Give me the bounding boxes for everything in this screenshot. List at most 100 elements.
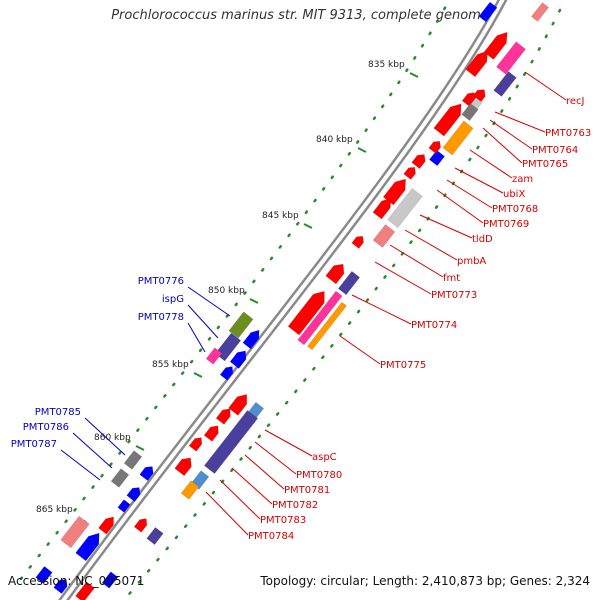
- gene-label-forward[interactable]: PMT0764: [532, 145, 578, 156]
- gene-label-forward[interactable]: PMT0780: [296, 470, 342, 481]
- gene-label-forward[interactable]: pmbA: [457, 256, 486, 267]
- tick-label: 835 kbp: [368, 60, 405, 70]
- gene-feature[interactable]: [465, 47, 493, 78]
- gene-feature[interactable]: [242, 327, 263, 350]
- gene-feature[interactable]: [229, 348, 250, 369]
- gene-feature[interactable]: [337, 270, 361, 296]
- label-leader: [489, 119, 533, 150]
- gene-feature[interactable]: [203, 410, 259, 474]
- label-leader: [60, 449, 101, 481]
- label-leader: [404, 229, 458, 261]
- gene-label-forward[interactable]: recJ: [566, 96, 585, 107]
- gene-feature[interactable]: [117, 499, 131, 513]
- gene-feature[interactable]: [351, 234, 366, 249]
- gene-feature[interactable]: [325, 260, 349, 285]
- label-leader: [205, 491, 249, 536]
- gene-labels: recJ PMT0763 PMT0764 PMT0765 zam ubiX PMT0768 P…: [11, 96, 591, 542]
- gene-feature[interactable]: [403, 165, 418, 180]
- guide-dots: [18, 0, 562, 600]
- tick-mark: [357, 147, 367, 153]
- gene-feature[interactable]: [174, 454, 196, 477]
- gene-feature[interactable]: [215, 406, 234, 425]
- gene-label-forward[interactable]: zam: [512, 174, 533, 185]
- gene-feature[interactable]: [101, 571, 119, 589]
- gene-feature[interactable]: [372, 195, 395, 220]
- gene-label-reverse[interactable]: ispG: [162, 294, 184, 305]
- gene-feature[interactable]: [461, 90, 478, 107]
- gene-label-forward[interactable]: PMT0768: [492, 204, 538, 215]
- gene-label-forward[interactable]: PMT0773: [431, 290, 477, 301]
- tick-label: 865 kbp: [36, 505, 73, 515]
- label-leader: [219, 479, 261, 520]
- genes: [35, 1, 550, 600]
- gene-feature[interactable]: [205, 347, 223, 365]
- gene-label-forward[interactable]: PMT0769: [483, 219, 529, 230]
- gene-feature[interactable]: [203, 423, 222, 442]
- gene-feature[interactable]: [75, 529, 105, 562]
- label-leaders: [60, 71, 567, 536]
- gene-feature[interactable]: [428, 139, 443, 154]
- gene-feature[interactable]: [483, 28, 512, 60]
- gene-label-forward[interactable]: PMT0784: [248, 531, 294, 542]
- label-leader: [231, 467, 273, 505]
- label-leader: [339, 335, 381, 365]
- topology-summary: Topology: circular; Length: 2,410,873 bp…: [260, 574, 590, 588]
- gene-label-forward[interactable]: aspC: [312, 452, 337, 463]
- gene-feature[interactable]: [214, 332, 242, 362]
- gene-feature[interactable]: [60, 515, 90, 549]
- gene-feature[interactable]: [53, 576, 70, 594]
- gene-feature[interactable]: [75, 581, 95, 600]
- tick-mark: [249, 298, 259, 304]
- gene-feature[interactable]: [478, 1, 498, 23]
- gene-label-forward[interactable]: PMT0774: [411, 320, 457, 331]
- gene-feature[interactable]: [387, 187, 423, 229]
- gene-feature[interactable]: [287, 287, 330, 336]
- gene-label-reverse[interactable]: PMT0785: [35, 407, 81, 418]
- gene-label-forward[interactable]: PMT0763: [545, 128, 591, 139]
- gene-feature[interactable]: [228, 391, 251, 416]
- gene-label-reverse[interactable]: PMT0776: [138, 276, 184, 287]
- gene-feature[interactable]: [228, 311, 254, 339]
- gene-feature[interactable]: [180, 480, 200, 500]
- label-leader: [419, 214, 473, 239]
- gene-feature[interactable]: [461, 103, 479, 121]
- gene-label-forward[interactable]: PMT0782: [272, 500, 318, 511]
- gene-feature[interactable]: [297, 290, 343, 346]
- gene-feature[interactable]: [133, 516, 150, 533]
- gene-feature[interactable]: [139, 463, 156, 481]
- label-leader: [374, 261, 432, 295]
- gene-feature[interactable]: [123, 450, 143, 470]
- gene-label-forward[interactable]: ubiX: [503, 189, 525, 200]
- gene-label-reverse[interactable]: PMT0787: [11, 439, 57, 450]
- gene-feature[interactable]: [442, 120, 474, 156]
- gene-feature[interactable]: [433, 100, 466, 137]
- label-leader: [469, 149, 513, 179]
- gene-feature[interactable]: [126, 484, 143, 502]
- label-leader: [187, 322, 206, 353]
- gene-feature[interactable]: [98, 514, 118, 535]
- gene-feature[interactable]: [372, 224, 396, 248]
- gene-feature[interactable]: [219, 364, 236, 381]
- gene-feature[interactable]: [188, 435, 205, 452]
- gene-label-forward[interactable]: PMT0781: [284, 485, 330, 496]
- gene-label-forward[interactable]: PMT0775: [380, 360, 426, 371]
- gene-feature[interactable]: [496, 41, 526, 75]
- gene-feature[interactable]: [146, 527, 164, 545]
- gene-feature[interactable]: [493, 71, 517, 97]
- gene-label-forward[interactable]: fmt: [443, 273, 460, 284]
- gene-label-reverse[interactable]: PMT0786: [23, 422, 69, 433]
- gene-feature[interactable]: [110, 468, 130, 488]
- gene-label-forward[interactable]: PMT0765: [522, 159, 568, 170]
- label-leader: [389, 244, 444, 278]
- gene-feature[interactable]: [307, 301, 347, 351]
- gene-feature[interactable]: [411, 151, 428, 169]
- gene-label-forward[interactable]: tldD: [472, 234, 493, 245]
- gene-label-reverse[interactable]: PMT0778: [138, 312, 184, 323]
- gene-feature[interactable]: [35, 566, 53, 584]
- gene-feature[interactable]: [382, 175, 410, 206]
- gene-feature[interactable]: [429, 149, 445, 167]
- gene-label-forward[interactable]: PMT0783: [260, 515, 306, 526]
- gene-feature[interactable]: [530, 2, 550, 22]
- label-leader: [446, 179, 493, 209]
